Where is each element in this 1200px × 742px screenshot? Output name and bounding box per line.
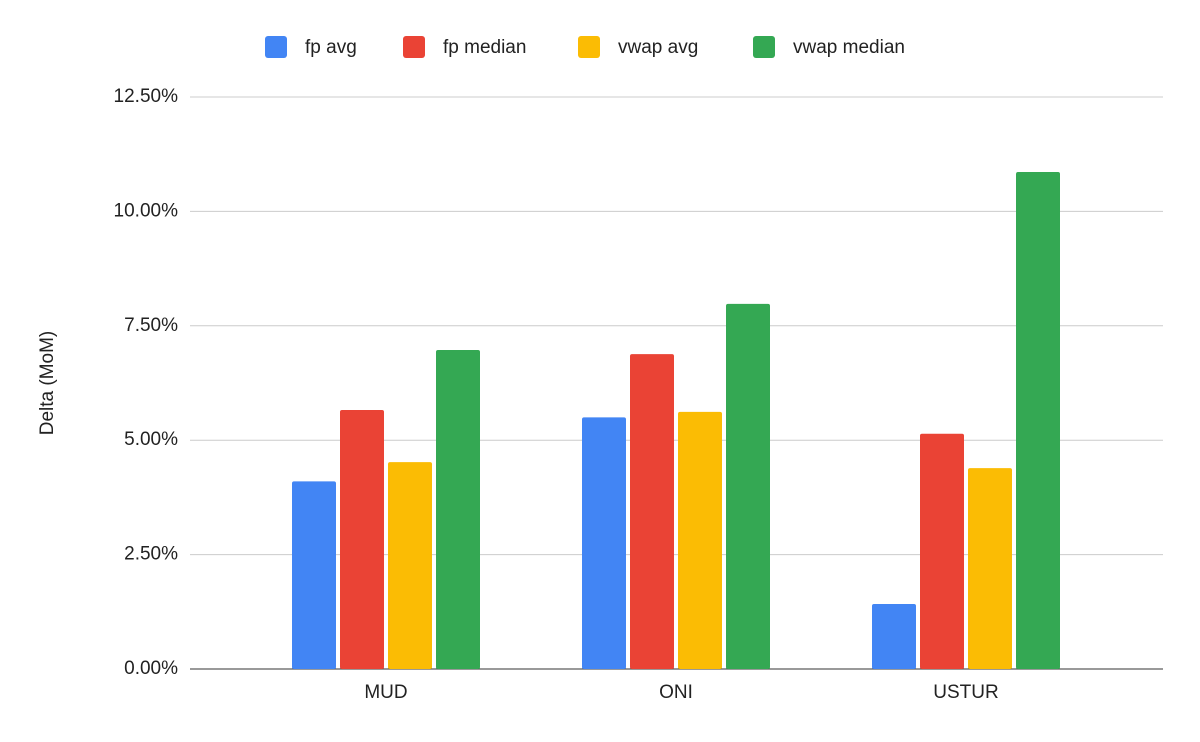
bar — [292, 481, 336, 669]
legend-swatch — [403, 36, 425, 58]
legend-label: fp avg — [305, 37, 357, 58]
y-tick-label: 10.00% — [114, 200, 179, 221]
y-tick-label: 2.50% — [124, 544, 178, 565]
x-tick-label: USTUR — [933, 682, 998, 703]
bar — [968, 468, 1012, 669]
y-tick-label: 12.50% — [114, 86, 179, 107]
bar — [436, 350, 480, 669]
y-tick-label: 7.50% — [124, 315, 178, 336]
legend-swatch — [578, 36, 600, 58]
legend-label: vwap avg — [618, 37, 698, 58]
bar — [678, 411, 722, 669]
x-tick-label: MUD — [364, 682, 407, 703]
bar — [1016, 172, 1060, 670]
bar — [630, 354, 674, 669]
bar — [726, 303, 770, 669]
bar — [388, 462, 432, 669]
legend-swatch — [265, 36, 287, 58]
legend-label: fp median — [443, 37, 526, 58]
bar — [872, 604, 916, 669]
bar — [340, 409, 384, 669]
y-axis-label: Delta (MoM) — [37, 331, 58, 436]
bar — [920, 433, 964, 669]
bar — [582, 417, 626, 669]
legend-label: vwap median — [793, 37, 905, 58]
y-tick-label: 0.00% — [124, 658, 178, 679]
legend-swatch — [753, 36, 775, 58]
y-tick-label: 5.00% — [124, 429, 178, 450]
x-tick-label: ONI — [659, 682, 693, 703]
